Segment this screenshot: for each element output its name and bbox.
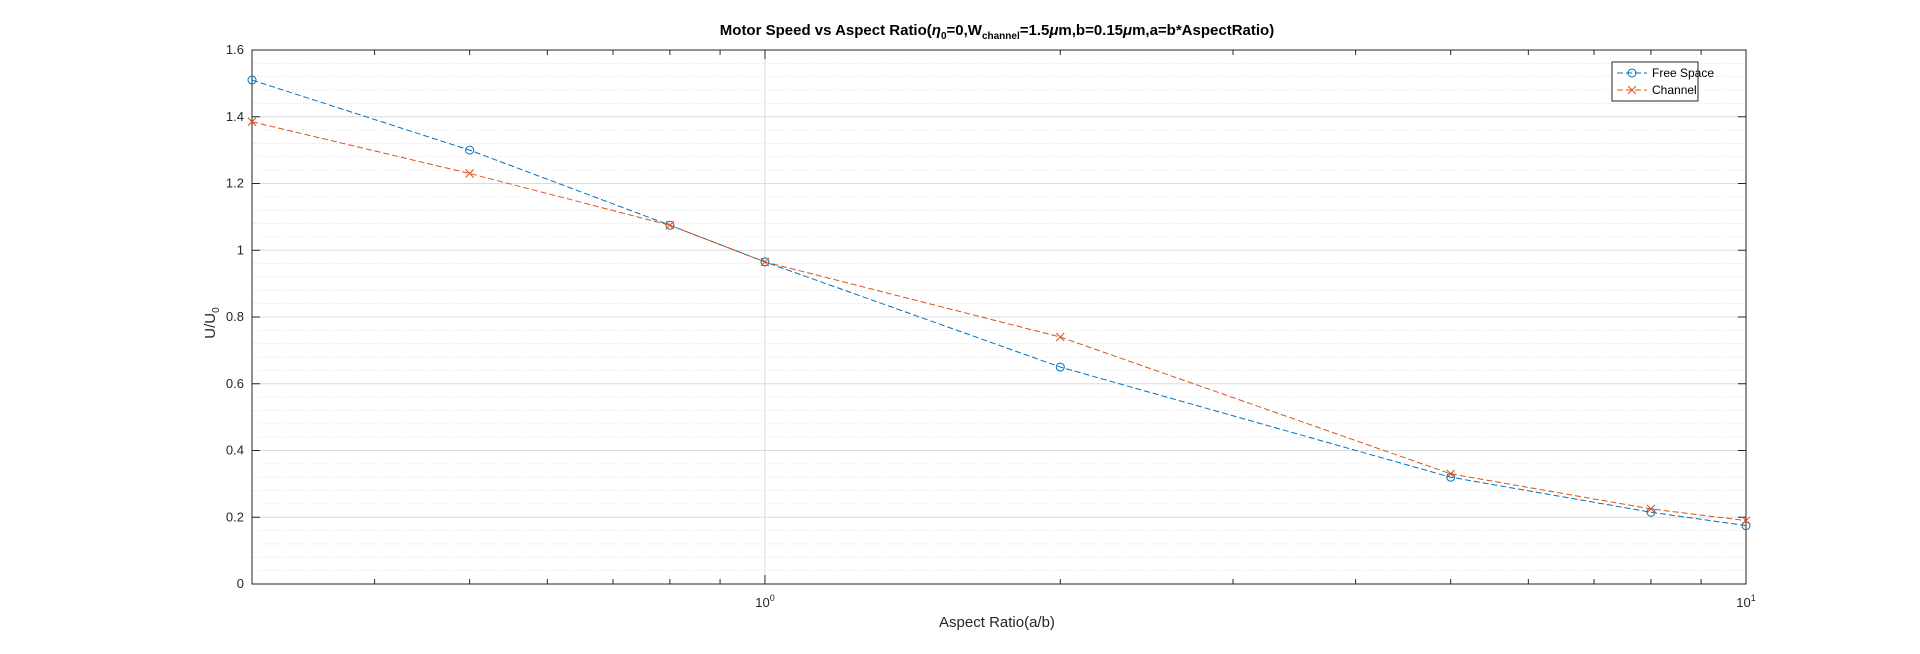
chart-title: Motor Speed vs Aspect Ratio(η0=0,Wchanne… [720,22,1274,42]
y-tick-label: 0.6 [226,376,244,391]
data-point [760,257,770,267]
data-point [1741,521,1751,531]
y-axis-label: U/U0 [202,307,222,339]
y-tick-label: 1.4 [226,109,244,124]
legend-label-channel: Channel [1652,83,1697,97]
legend-marker-channel [1627,85,1637,95]
y-tick-label: 1.2 [226,176,244,191]
series-line [251,121,1747,522]
x-tick-labels: 100 101 [755,593,1756,610]
x-tick-label: 100 [755,593,774,610]
data-point [760,257,770,267]
data-point-stroke [665,220,675,230]
legend-box [1611,61,1699,102]
data-point [247,117,257,127]
data-point [247,75,257,85]
x-axis-label: Aspect Ratio(a/b) [939,614,1055,631]
data-point-stroke [1446,469,1456,479]
data-point-stroke [760,257,770,267]
series-channel [247,117,1751,525]
y-tick-labels: 0 0.2 0.4 0.6 0.8 1 1.2 1.4 1.6 [226,42,244,591]
y-tick-label: 0.2 [226,509,244,524]
series-layer [247,75,1751,531]
data-point [665,220,675,230]
data-point-stroke [247,117,257,127]
data-point [1446,469,1456,479]
data-point-stroke [1055,332,1065,342]
legend-marker-free-space [1627,68,1637,78]
data-point-stroke [1741,516,1751,525]
data-point-stroke [1646,504,1656,514]
legend: Free Space Channel [1611,61,1714,102]
data-point [1055,332,1065,342]
y-tick-label: 0.4 [226,443,244,458]
y-tick-label: 0.8 [226,309,244,324]
data-point [1646,504,1656,514]
data-point [1741,516,1751,525]
data-point [465,169,474,178]
legend-label-free-space: Free Space [1652,66,1714,80]
series-free-space [247,75,1751,531]
y-tick-label: 0 [237,576,244,591]
minor-grid [252,62,1746,572]
y-tick-label: 1.6 [226,42,244,57]
axis-ticks [252,49,1747,585]
data-point [465,145,475,155]
data-point [1055,362,1065,372]
series-line [251,79,1747,527]
x-tick-label: 101 [1736,593,1755,610]
data-point-stroke [465,169,474,178]
y-tick-label: 1 [237,242,244,257]
data-point [665,220,675,230]
